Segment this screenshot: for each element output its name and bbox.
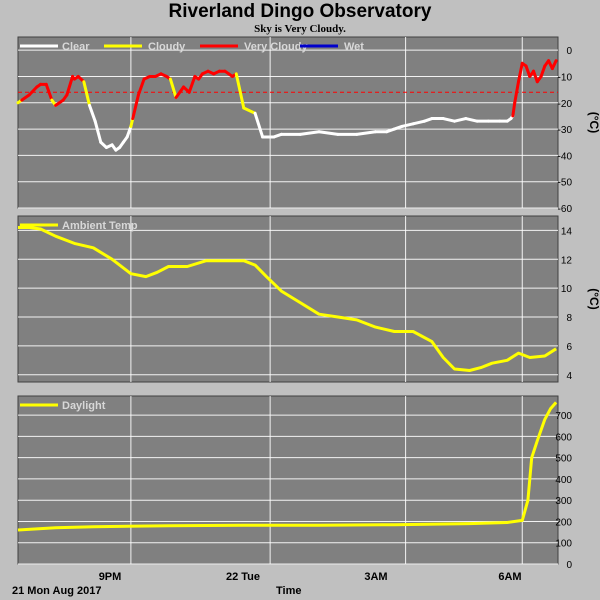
sky-temp-segment <box>125 124 133 139</box>
sky-temp-segment <box>513 80 520 105</box>
y-tick-label-sky: -30 <box>558 125 573 136</box>
y-tick-label-ambient: 8 <box>566 313 572 324</box>
sky-temp-segment <box>54 98 65 107</box>
sky-temp-segment <box>242 106 257 115</box>
sky-temp-segment <box>317 130 340 136</box>
legend-label: Cloudy <box>148 41 186 53</box>
y-tick-label-ambient: 4 <box>566 371 572 382</box>
y-tick-label-ambient: 6 <box>566 342 572 353</box>
sky-temp-segment <box>355 130 377 136</box>
x-tick-label: 3AM <box>364 571 387 583</box>
sky-temp-segment <box>82 80 91 107</box>
sky-temp-segment <box>464 117 479 123</box>
legend-label: Ambient Temp <box>62 220 138 232</box>
sky-temp-segment <box>516 61 524 84</box>
page-title: Riverland Dingo Observatory <box>168 1 432 22</box>
plot-area-sky <box>17 36 559 209</box>
sky-temp-segment <box>550 59 558 71</box>
y-tick-label-daylight: 100 <box>555 539 572 550</box>
y-tick-label-sky: 0 <box>566 46 572 57</box>
sky-temp-segment <box>511 101 517 118</box>
sky-temp-segment <box>234 72 246 110</box>
sky-temp-segment <box>298 130 321 136</box>
sky-temp-segment <box>411 119 426 126</box>
y-tick-label-sky: -20 <box>558 99 573 110</box>
x-tick-label: 6AM <box>498 571 521 583</box>
sky-status-subtitle: Sky is Very Cloudy. <box>254 23 346 35</box>
y-tick-label-daylight: 400 <box>555 475 572 486</box>
plot-area-daylight <box>17 395 559 565</box>
sky-temp-segment <box>441 117 457 123</box>
sky-temp-segment <box>131 93 140 121</box>
sky-temp-segment <box>87 103 97 123</box>
y-tick-label-ambient: 12 <box>561 255 573 266</box>
unit-label-ambient: (°C) <box>587 288 600 309</box>
y-tick-label-daylight: 0 <box>566 560 572 571</box>
y-tick-label-daylight: 600 <box>555 432 572 443</box>
y-tick-label-sky: -50 <box>558 178 573 189</box>
y-tick-label-ambient: 10 <box>561 284 573 295</box>
legend-label: Daylight <box>62 400 106 412</box>
ambient-series-line <box>18 226 557 372</box>
x-axis-title: Time <box>276 585 302 597</box>
legend-label: Wet <box>344 41 364 53</box>
sky-temp-segment <box>93 119 103 144</box>
plot-area-ambient <box>17 215 559 383</box>
sky-temp-segment <box>168 77 178 100</box>
sky-temp-segment <box>524 64 532 78</box>
y-tick-label-daylight: 700 <box>555 411 572 422</box>
y-tick-label-daylight: 500 <box>555 454 572 465</box>
sky-temp-segment <box>44 82 54 102</box>
x-tick-label: 9PM <box>99 571 122 583</box>
legend-label: Clear <box>62 41 90 53</box>
sky-temp-segment <box>136 77 146 97</box>
legend-label: Very Cloudy <box>244 41 308 53</box>
sky-temp-segment <box>253 111 265 139</box>
unit-label-sky: (°C) <box>587 112 600 133</box>
x-tick-label: 22 Tue <box>226 571 260 583</box>
y-tick-label-daylight: 300 <box>555 496 572 507</box>
y-tick-label-sky: -10 <box>558 72 573 83</box>
daylight-series-line <box>17 401 558 532</box>
sky-temp-segment <box>27 85 39 97</box>
date-label: 21 Mon Aug 2017 <box>12 585 102 597</box>
sky-temp-segment <box>400 122 415 128</box>
sky-temp-segment <box>20 93 31 102</box>
y-tick-label-ambient: 14 <box>561 226 573 237</box>
sky-temp-segment <box>453 117 468 123</box>
sky-temp-segment <box>539 64 547 78</box>
y-tick-label-sky: -40 <box>558 151 573 162</box>
y-tick-label-daylight: 200 <box>555 517 572 528</box>
sky-temp-segment <box>532 69 539 84</box>
sky-temp-segment <box>65 74 75 97</box>
sky-temp-segment <box>174 85 186 100</box>
sky-temp-segment <box>187 74 197 94</box>
y-tick-label-sky: -60 <box>558 204 573 215</box>
